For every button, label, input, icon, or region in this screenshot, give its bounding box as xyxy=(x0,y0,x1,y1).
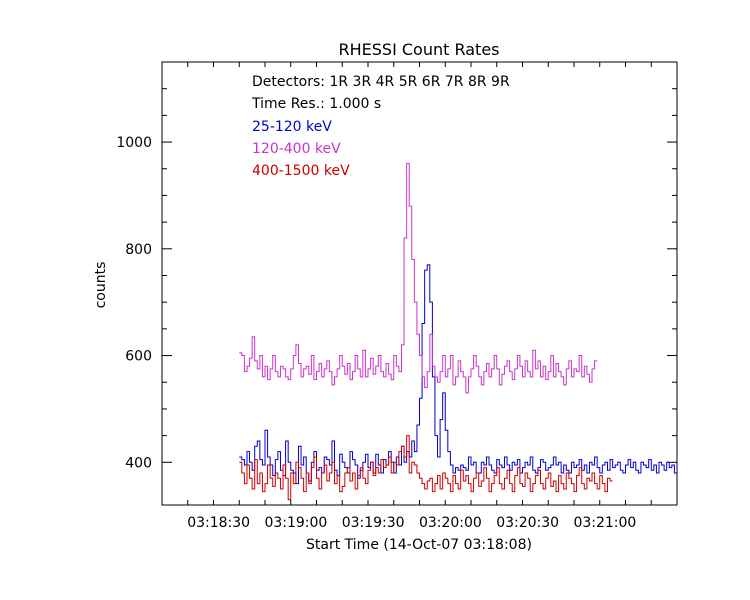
series-line-1 xyxy=(239,162,598,394)
y-tick-label: 800 xyxy=(125,242,152,258)
y-tick-label: 400 xyxy=(125,455,152,471)
legend-entry-120-400-kev: 120-400 keV xyxy=(252,141,341,157)
x-tick-label: 03:18:30 xyxy=(187,515,250,531)
y-axis-label: counts xyxy=(93,262,109,309)
legend: Detectors: 1R 3R 4R 5R 6R 7R 8R 9R Time … xyxy=(251,74,510,179)
plot-frame xyxy=(161,61,678,506)
annotation-detectors: Detectors: 1R 3R 4R 5R 6R 7R 8R 9R xyxy=(252,74,510,90)
plot-border xyxy=(161,61,678,506)
series-line-2 xyxy=(239,435,613,501)
series-lines xyxy=(239,162,677,501)
y-axis: 400 600 800 1000 xyxy=(116,88,677,471)
annotation-time-res: Time Res.: 1.000 s xyxy=(251,96,381,112)
x-tick-label: 03:20:00 xyxy=(419,515,482,531)
chart-title: RHESSI Count Rates xyxy=(339,40,500,59)
x-axis-label: Start Time (14-Oct-07 03:18:08) xyxy=(306,537,532,553)
y-tick-label: 600 xyxy=(125,349,152,365)
x-tick-label: 03:20:30 xyxy=(496,515,559,531)
x-tick-label: 03:19:30 xyxy=(342,515,405,531)
x-tick-label: 03:21:00 xyxy=(573,515,636,531)
x-tick-label: 03:19:00 xyxy=(264,515,327,531)
y-tick-label: 1000 xyxy=(116,135,152,151)
legend-entry-25-120-kev: 25-120 keV xyxy=(252,119,332,135)
x-axis: 03:18:30 03:19:00 03:19:30 03:20:00 03:20:30… xyxy=(161,62,678,531)
legend-entry-400-1500-kev: 400-1500 keV xyxy=(252,163,350,179)
